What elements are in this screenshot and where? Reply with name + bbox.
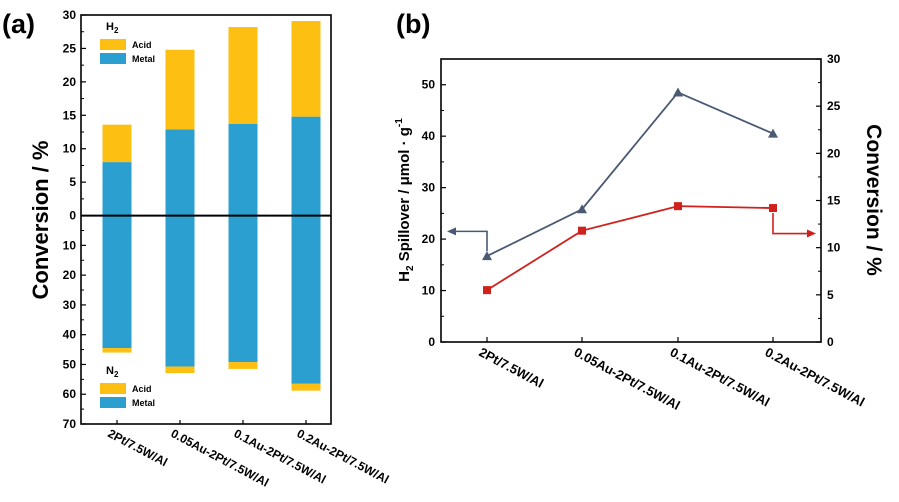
panel-b-left-axis-title: H2 Spillover / μmol · g-1 bbox=[394, 118, 416, 282]
left-title-prefix: H bbox=[396, 271, 413, 282]
panel-a-y-tick-label: 5 bbox=[69, 175, 76, 189]
panel-a-y-tick-label: 20 bbox=[63, 75, 77, 89]
legend-n2: N2 Acid Metal bbox=[100, 365, 155, 408]
legend-label-metal: Metal bbox=[132, 54, 155, 64]
conversion-line bbox=[486, 205, 774, 291]
panel-a-label: (a) bbox=[2, 9, 35, 39]
panel-b-right-tick-label: 20 bbox=[827, 146, 841, 160]
panel-a-y-tick-label: 30 bbox=[63, 298, 77, 312]
bar-n2-acid bbox=[228, 362, 258, 369]
left-axis-arrow-line bbox=[455, 230, 488, 252]
panel-b-label: (b) bbox=[396, 9, 430, 39]
panel-a-y-tick-label: 0 bbox=[69, 209, 76, 223]
panel-a-y-tick-label: 25 bbox=[63, 41, 77, 55]
panel-a-y-tick-label: 10 bbox=[63, 238, 77, 252]
panel-b-x-tick-label: 2Pt/7.5W/Al bbox=[477, 344, 547, 390]
panel-a-y-tick-label: 20 bbox=[63, 268, 77, 282]
panel-a-frame bbox=[80, 14, 332, 425]
panel-b-frame bbox=[440, 58, 822, 343]
bar-n2-metal bbox=[228, 215, 258, 363]
legend-gas-subscript: 2 bbox=[114, 370, 119, 379]
legend-h2: H2 Acid Metal bbox=[100, 21, 155, 64]
left-title-superscript: -1 bbox=[394, 118, 405, 127]
panel-b-right-tick-label: 30 bbox=[827, 52, 841, 66]
spillover-point bbox=[482, 251, 492, 261]
conversion-point bbox=[578, 226, 586, 235]
panel-b-right-axis-title: Conversion / % bbox=[862, 124, 885, 276]
panel-b-x-tick-label: 0.1Au-2Pt/7.5W/Al bbox=[668, 344, 773, 409]
legend-swatch-acid bbox=[100, 39, 126, 50]
bar-n2-acid bbox=[102, 348, 132, 353]
panel-a-y-tick-label: 70 bbox=[63, 417, 77, 431]
legend-label-metal: Metal bbox=[132, 398, 155, 408]
bar-h2-acid bbox=[228, 27, 258, 124]
conversion-point bbox=[769, 204, 777, 213]
bar-h2-acid bbox=[291, 21, 321, 117]
panel-a-y-tick-label: 60 bbox=[63, 387, 77, 401]
left-title-text: Spillover / μmol · g bbox=[396, 127, 413, 265]
panel-b-left-tick-label: 20 bbox=[422, 232, 436, 246]
spillover-point bbox=[673, 87, 683, 97]
panel-b-right-tick-label: 10 bbox=[827, 241, 841, 255]
panel-a-y-tick-label: 40 bbox=[63, 328, 77, 342]
panel-b-left-tick-label: 30 bbox=[422, 181, 436, 195]
bar-n2-metal bbox=[165, 215, 195, 367]
panel-a-y-tick-label: 50 bbox=[63, 357, 77, 371]
legend-swatch-metal bbox=[100, 397, 126, 408]
bar-n2-metal bbox=[102, 215, 132, 349]
panel-a-x-tick-label: 2Pt/7.5W/Al bbox=[106, 426, 170, 469]
right-axis-arrow-line bbox=[772, 213, 807, 235]
spillover-line bbox=[486, 91, 774, 257]
bar-h2-metal bbox=[291, 116, 321, 216]
legend-n2-title: N2 bbox=[106, 365, 119, 379]
left-title-subscript: 2 bbox=[405, 265, 416, 271]
panel-a-y-tick-label: 30 bbox=[63, 8, 77, 22]
right-axis-arrow-head bbox=[807, 229, 816, 238]
bar-n2-acid bbox=[291, 383, 321, 391]
panel-b-left-tick-label: 10 bbox=[422, 284, 436, 298]
panel-b-right-tick-label: 0 bbox=[827, 335, 834, 349]
legend-h2-title: H2 bbox=[106, 21, 119, 35]
panel-b-right-tick-label: 25 bbox=[827, 99, 841, 113]
bar-h2-acid bbox=[165, 49, 195, 130]
legend-gas-subscript: 2 bbox=[114, 26, 119, 35]
bar-h2-metal bbox=[228, 123, 258, 216]
legend-gas: H bbox=[106, 21, 114, 33]
panel-b-right-tick-label: 5 bbox=[827, 288, 834, 302]
legend-label-acid: Acid bbox=[132, 40, 152, 50]
legend-swatch-metal bbox=[100, 53, 126, 64]
spillover-point bbox=[577, 204, 587, 214]
legend-swatch-acid bbox=[100, 383, 126, 394]
bar-h2-metal bbox=[102, 162, 132, 216]
bar-n2-acid bbox=[165, 366, 195, 374]
bar-h2-metal bbox=[165, 129, 195, 216]
panel-a-y-axis-title: Conversion / % bbox=[28, 141, 53, 300]
bar-n2-metal bbox=[291, 215, 321, 384]
bar-h2-acid bbox=[102, 124, 132, 163]
panel-b-x-tick-label: 0.2Au-2Pt/7.5W/Al bbox=[763, 344, 868, 409]
panel-a-y-tick-label: 15 bbox=[63, 108, 77, 122]
panel-b-right-tick-label: 15 bbox=[827, 194, 841, 208]
panel-b-x-tick-label: 0.05Au-2Pt/7.5W/Al bbox=[572, 344, 683, 413]
spillover-point bbox=[768, 128, 778, 138]
left-axis-arrow-head bbox=[447, 227, 456, 236]
conversion-point bbox=[483, 286, 491, 295]
legend-label-acid: Acid bbox=[132, 384, 152, 394]
legend-gas: N bbox=[106, 365, 114, 377]
panel-b-left-tick-label: 50 bbox=[422, 78, 436, 92]
panel-b-left-tick-label: 40 bbox=[422, 129, 436, 143]
conversion-point bbox=[674, 202, 682, 211]
panel-b-left-tick-label: 0 bbox=[428, 335, 435, 349]
panel-a-y-tick-label: 10 bbox=[63, 142, 77, 156]
